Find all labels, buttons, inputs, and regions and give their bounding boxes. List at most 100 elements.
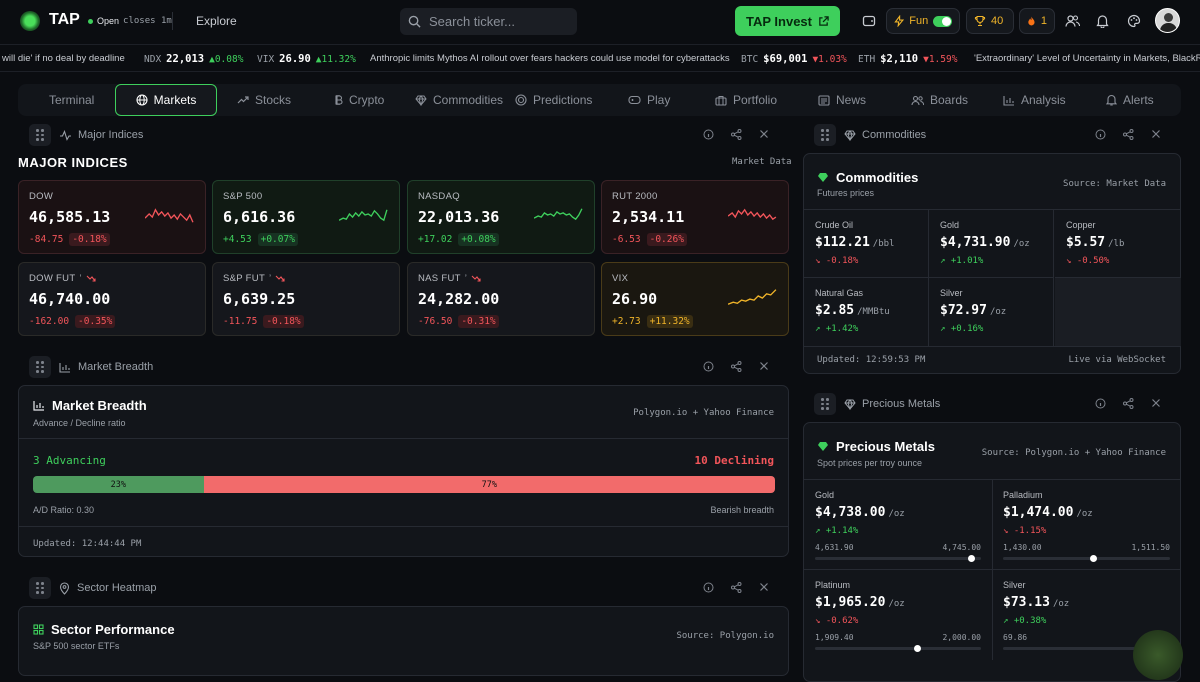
tab-predictions[interactable]: Predictions (515, 84, 592, 116)
bell-icon[interactable] (1091, 10, 1113, 32)
tab-analysis[interactable]: Analysis (1003, 84, 1066, 116)
advance-decline-bar: 23% 77% (33, 476, 775, 493)
share-icon[interactable] (1123, 398, 1134, 409)
drag-handle[interactable] (29, 356, 51, 378)
range-high: 1,511.50 (1131, 543, 1170, 552)
logo-text[interactable]: TAP (49, 11, 80, 28)
metal-cell[interactable]: Palladium $1,474.00/oz ↘ -1.15% 1,430.00… (992, 480, 1181, 570)
sparkline (728, 208, 777, 221)
commodity-cell[interactable]: Crude Oil $112.21/bbl ↘ -0.18% (804, 210, 929, 278)
fun-mode-toggle[interactable]: Fun (886, 8, 960, 34)
index-card[interactable]: VIX 26.90 +2.73 +11.32% (601, 262, 789, 336)
avatar[interactable] (1155, 8, 1180, 33)
metal-cell[interactable]: Gold $4,738.00/oz ↗ +1.14% 4,631.90 4,74… (804, 480, 993, 570)
search-input[interactable] (429, 14, 569, 29)
info-icon[interactable] (1095, 129, 1106, 140)
close-icon[interactable] (1151, 398, 1161, 408)
index-card[interactable]: NAS FUT’ 24,282.00 -76.50 -0.31% (407, 262, 595, 336)
advance-segment: 23% (33, 476, 204, 493)
metal-name: Palladium (1003, 490, 1043, 500)
index-change: -76.50 -0.31% (418, 315, 584, 328)
tab-portfolio[interactable]: Portfolio (715, 84, 777, 116)
tab-commodities[interactable]: Commodities (415, 84, 503, 116)
bar-chart-icon (33, 401, 44, 411)
breadth-sentiment: Bearish breadth (710, 505, 774, 515)
close-icon[interactable] (759, 361, 769, 371)
briefcase-icon (715, 95, 727, 106)
metal-cell[interactable]: Platinum $1,965.20/oz ↘ -0.62% 1,909.40 … (804, 570, 993, 660)
fun-toggle-switch[interactable] (933, 15, 952, 27)
divider (804, 479, 1180, 480)
sector-subtitle: S&P 500 sector ETFs (33, 641, 120, 651)
index-card[interactable]: DOW FUT’ 46,740.00 -162.00 -0.35% (18, 262, 206, 336)
wallet-icon[interactable] (858, 10, 880, 32)
ticker-quote-btc[interactable]: BTC $69,001 ▼1.03% (741, 53, 847, 65)
index-card[interactable]: S&P 500 6,616.36 +4.53 +0.07% (212, 180, 400, 254)
tap-invest-button[interactable]: TAP Invest (735, 6, 840, 36)
index-card[interactable]: RUT 2000 2,534.11 -6.53 -0.26% (601, 180, 789, 254)
ticker-quote-vix[interactable]: VIX 26.90 ▲11.32% (257, 53, 356, 65)
tab-terminal[interactable]: Terminal (49, 93, 95, 107)
gamepad-icon (628, 95, 641, 105)
ticker-headline[interactable]: Anthropic limits Mythos AI rollout over … (370, 53, 730, 64)
range-low: 69.86 (1003, 633, 1028, 642)
empty-cell (1055, 278, 1181, 346)
status-text: Open (97, 16, 120, 26)
ticker-headline[interactable]: 'Extraordinary' Level of Uncertainty in … (974, 53, 1200, 64)
drag-handle[interactable] (29, 577, 51, 599)
commodity-change: ↗ +1.01% (940, 256, 984, 266)
drag-handle[interactable] (814, 393, 836, 415)
tab-boards[interactable]: Boards (911, 84, 968, 116)
tab-markets[interactable]: Markets (115, 84, 217, 116)
commodity-cell[interactable]: Natural Gas $2.85/MMBtu ↗ +1.42% (804, 278, 929, 346)
share-icon[interactable] (731, 582, 742, 593)
palette-icon[interactable] (1123, 10, 1145, 32)
tab-alerts[interactable]: Alerts (1106, 84, 1154, 116)
tab-news[interactable]: News (818, 84, 866, 116)
index-card[interactable]: NASDAQ 22,013.36 +17.02 +0.08% (407, 180, 595, 254)
drag-handle[interactable] (814, 124, 836, 146)
index-card[interactable]: S&P FUT’ 6,639.25 -11.75 -0.18% (212, 262, 400, 336)
trending-up-icon (237, 96, 249, 104)
range-high: 2,000.00 (942, 633, 981, 642)
tab-stocks[interactable]: Stocks (237, 84, 291, 116)
users-icon[interactable] (1061, 10, 1083, 32)
explore-link[interactable]: Explore (196, 14, 237, 28)
metal-change: ↘ -1.15% (1003, 526, 1047, 536)
metal-name: Gold (815, 490, 835, 500)
declining-count: 10 Declining (694, 454, 774, 467)
panel-header-label: Precious Metals (862, 398, 941, 410)
drag-handle[interactable] (29, 124, 51, 146)
info-icon[interactable] (703, 582, 714, 593)
streak-badge[interactable]: 1 (1019, 8, 1055, 34)
ticker-quote-eth[interactable]: ETH $2,110 ▼1.59% (858, 53, 958, 65)
tab-play[interactable]: Play (628, 84, 670, 116)
trophy-badge[interactable]: 40 (966, 8, 1014, 34)
info-icon[interactable] (703, 129, 714, 140)
index-card[interactable]: DOW 46,585.13 -84.75 -0.18% (18, 180, 206, 254)
ticker-quote-ndx[interactable]: NDX 22,013 ▲0.08% (144, 53, 244, 65)
panel-controls (703, 582, 769, 593)
search-box[interactable] (400, 8, 577, 35)
share-icon[interactable] (731, 129, 742, 140)
share-icon[interactable] (731, 361, 742, 372)
close-icon[interactable] (759, 129, 769, 139)
share-icon[interactable] (1123, 129, 1134, 140)
commodity-cell[interactable]: Copper $5.57/lb ↘ -0.50% (1055, 210, 1180, 278)
commodity-cell[interactable]: Silver $72.97/oz ↗ +0.16% (929, 278, 1054, 346)
close-icon[interactable] (1151, 129, 1161, 139)
ticker-headline[interactable]: will die' if no deal by deadline (2, 53, 125, 64)
bitcoin-icon (335, 95, 343, 105)
chat-bubble-button[interactable] (1133, 630, 1183, 680)
trophy-count: 40 (991, 15, 1004, 27)
trend-icon: ↗ (815, 526, 821, 536)
commodity-cell[interactable]: Gold $4,731.90/oz ↗ +1.01% (929, 210, 1054, 278)
info-icon[interactable] (703, 361, 714, 372)
tab-crypto[interactable]: Crypto (334, 84, 384, 116)
metals-card: Precious Metals Spot prices per troy oun… (803, 422, 1181, 682)
day-range-bar (815, 554, 981, 562)
close-icon[interactable] (759, 582, 769, 592)
commodities-title: Commodities (817, 170, 918, 185)
info-icon[interactable] (1095, 398, 1106, 409)
metal-cell[interactable]: Silver $73.13/oz ↗ +0.38% 69.86 73.61 (992, 570, 1181, 660)
